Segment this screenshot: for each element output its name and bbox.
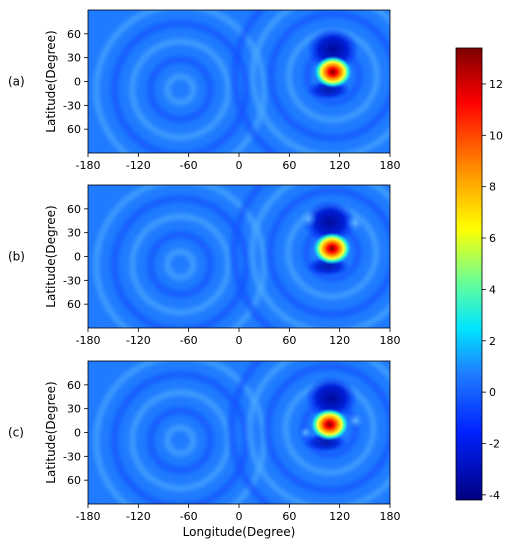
y-tick-label: 60 (67, 474, 81, 487)
x-tick-label: -120 (126, 510, 151, 523)
hot-spot (313, 232, 352, 265)
heatmap-field (88, 185, 390, 328)
west-ripples (93, 185, 268, 328)
panel-label: (c) (8, 426, 24, 440)
x-tick-label: -180 (76, 334, 101, 347)
y-tick-label: 0 (74, 251, 81, 264)
y-axis-title: Latitude(Degree) (44, 30, 58, 132)
y-tick-label: -30 (63, 274, 81, 287)
y-tick-label: 60 (67, 298, 81, 311)
x-tick-label: -60 (180, 159, 198, 172)
x-tick-label: 120 (329, 159, 350, 172)
x-tick-label: 180 (380, 334, 401, 347)
colorbar-tick-label: 8 (489, 181, 496, 194)
y-axis-title: Latitude(Degree) (44, 205, 58, 307)
x-axis-title: Longitude(Degree) (183, 525, 296, 539)
y-tick-label: 0 (74, 427, 81, 440)
y-axis-title: Latitude(Degree) (44, 381, 58, 483)
y-tick-label: 60 (67, 203, 81, 216)
colorbar-tick-label: -2 (489, 438, 500, 451)
x-tick-label: 60 (282, 159, 296, 172)
colorbar-tick-label: 12 (489, 78, 503, 91)
y-tick-label: -30 (63, 99, 81, 112)
light-blob (346, 213, 365, 232)
colorbar-bar (455, 47, 483, 501)
x-tick-label: 60 (282, 334, 296, 347)
light-blob (299, 209, 318, 228)
x-tick-label: -60 (180, 334, 198, 347)
light-blob (347, 412, 364, 429)
x-tick-label: 0 (236, 159, 243, 172)
panel-label: (a) (8, 75, 25, 89)
x-tick-label: 180 (380, 159, 401, 172)
colorbar-tick-label: -4 (489, 489, 500, 502)
x-tick-label: 0 (236, 334, 243, 347)
panel-2: -180 -120 -60 0 60 120 180 60 30 0 -30 60 Latitude(D… (8, 184, 401, 347)
colorbar-tick-label: 4 (489, 283, 496, 296)
colorbar-tick-label: 6 (489, 232, 496, 245)
x-tick-label: -60 (180, 510, 198, 523)
x-tick-label: -120 (126, 334, 151, 347)
x-tick-label: 120 (329, 510, 350, 523)
west-ripples (93, 361, 268, 504)
colorbar-tick-label: 2 (489, 335, 496, 348)
y-tick-label: 60 (67, 123, 81, 136)
y-tick-label: 30 (67, 52, 81, 65)
light-blob (299, 426, 312, 439)
y-tick-label: 30 (67, 227, 81, 240)
colorbar-tick-label: 10 (489, 129, 503, 142)
hot-spot (313, 55, 352, 88)
y-tick-label: 60 (67, 28, 81, 41)
x-tick-label: 60 (282, 510, 296, 523)
heatmap-field (88, 10, 390, 153)
panel-label: (b) (8, 250, 25, 264)
x-tick-label: -180 (76, 510, 101, 523)
x-tick-label: -180 (76, 159, 101, 172)
panel-1: -180 -120 -60 0 60 120 180 60 30 0 -30 60 Latitude(D… (8, 9, 401, 172)
y-tick-label: 60 (67, 379, 81, 392)
y-tick-label: 0 (74, 76, 81, 89)
colorbar: 12 10 8 6 4 2 0 -2 -4 (455, 47, 503, 502)
x-tick-label: 0 (236, 510, 243, 523)
colorbar-tick-label: 0 (489, 386, 496, 399)
x-tick-label: 180 (380, 510, 401, 523)
panels-layer: -180 -120 -60 0 60 120 180 60 30 0 -30 60 Latitude(D… (8, 9, 401, 539)
cold-spot (305, 376, 358, 421)
panel-3: -180 -120 -60 0 60 120 180 60 30 0 -30 60 Latitude(D… (8, 360, 401, 539)
y-tick-label: 30 (67, 403, 81, 416)
west-ripples (93, 10, 268, 153)
x-tick-label: 120 (329, 334, 350, 347)
y-tick-label: -30 (63, 450, 81, 463)
cold-spot (303, 200, 356, 245)
x-tick-label: -120 (126, 159, 151, 172)
hot-spot (310, 408, 349, 441)
heatmap-field (88, 361, 390, 504)
east-ripples (231, 10, 390, 153)
